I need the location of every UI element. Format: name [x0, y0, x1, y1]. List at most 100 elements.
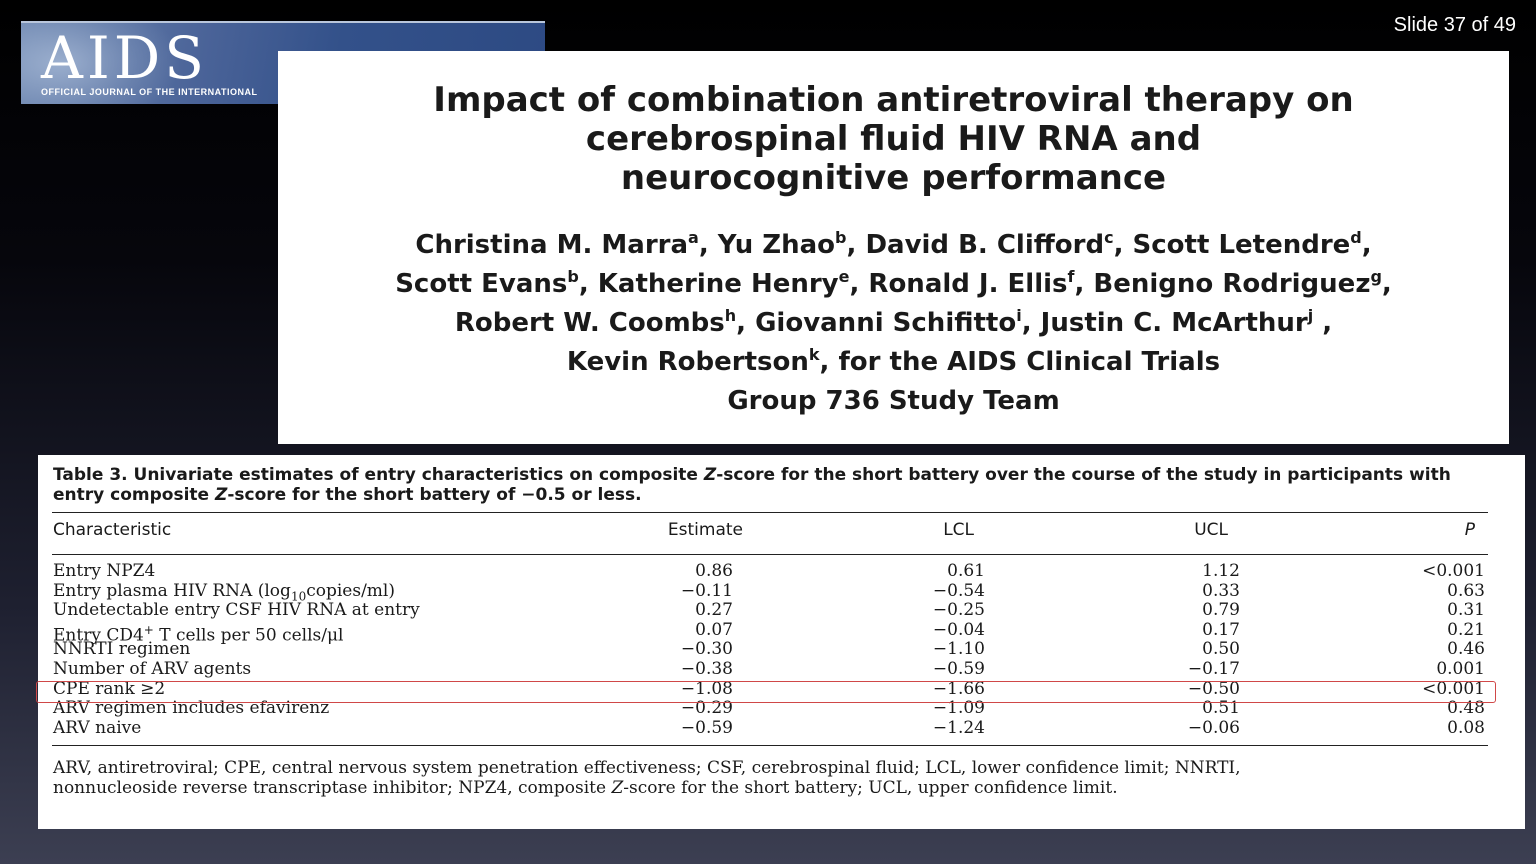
table-row: Entry plasma HIV RNA (log10copies/ml) −0.…: [38, 580, 1525, 603]
author-name: Scott Letendre: [1132, 230, 1351, 260]
cell-lcl: −1.66: [932, 678, 985, 699]
table-row: CPE rank ≥2 −1.08 −1.66 −0.50 <0.001: [38, 678, 1525, 700]
author-name: Giovanni Schifitto: [755, 308, 1017, 338]
cell-lcl: −0.59: [932, 658, 985, 679]
paper-title: Impact of combination antiretroviral the…: [344, 81, 1444, 198]
table-footnote-line: ARV, antiretroviral; CPE, central nervou…: [53, 758, 1241, 778]
table-row: Number of ARV agents −0.38 −0.59 −0.17 0.001: [38, 658, 1525, 680]
author-line: Kevin Robertsonk, for the AIDS Clinical …: [304, 343, 1484, 382]
cell-estimate: −1.08: [680, 678, 733, 699]
cell-characteristic: ARV naive: [53, 717, 142, 738]
cell-p: 0.63: [1447, 580, 1485, 601]
cell-lcl: 0.61: [947, 561, 985, 581]
author-separator: ,: [1113, 230, 1133, 260]
table-header-row: Characteristic Estimate LCL UCL P: [38, 520, 1525, 545]
header-lcl: LCL: [943, 520, 974, 540]
cell-characteristic: ARV regimen includes efavirenz: [53, 698, 330, 719]
slide-counter: Slide 37 of 49: [1393, 14, 1516, 36]
cell-estimate: −0.30: [680, 639, 733, 660]
header-ucl: UCL: [1194, 520, 1228, 540]
author-affiliation-mark: b: [835, 228, 847, 247]
subscript: 10: [290, 588, 307, 603]
journal-name: AIDS: [41, 24, 209, 92]
table-row: Entry NPZ4 0.86 0.61 1.12 <0.001: [38, 561, 1525, 582]
cell-lcl: −0.04: [932, 619, 985, 640]
author-group-line: Group 736 Study Team: [727, 386, 1060, 416]
author-separator: ,: [1381, 269, 1392, 299]
author-affiliation-mark: c: [1104, 228, 1114, 247]
cell-estimate: −0.29: [680, 698, 733, 719]
author-affiliation-mark: d: [1350, 228, 1362, 247]
cell-p: 0.46: [1447, 639, 1485, 660]
journal-tagline: OFFICIAL JOURNAL OF THE INTERNATIONAL: [41, 87, 258, 97]
author-name: Justin C. McArthur: [1040, 308, 1308, 338]
cell-characteristic: CPE rank ≥2: [53, 678, 166, 699]
table-row: ARV naive −0.59 −1.24 −0.06 0.08: [38, 717, 1525, 739]
cell-ucl: 1.12: [1202, 561, 1240, 581]
author-name: Scott Evans: [395, 269, 568, 299]
cell-characteristic: NNRTI regimen: [53, 639, 191, 660]
cell-ucl: 0.33: [1202, 580, 1240, 601]
header-characteristic: Characteristic: [53, 520, 172, 540]
author-line: Scott Evansb, Katherine Henrye, Ronald J…: [304, 265, 1484, 304]
table-footnote-line: nonnucleoside reverse transcriptase inhi…: [53, 778, 1118, 798]
author-name: Christina M. Marra: [415, 230, 689, 260]
cell-lcl: −1.09: [932, 698, 985, 719]
italic-z: Z: [703, 465, 717, 485]
author-affiliation-mark: k: [808, 345, 820, 364]
cell-lcl: −1.24: [932, 717, 985, 738]
table-footnote: ARV, antiretroviral; CPE, central nervou…: [53, 758, 1493, 798]
table-row: Undetectable entry CSF HIV RNA at entry 0…: [38, 601, 1525, 621]
cell-estimate: 0.07: [695, 619, 733, 640]
table-caption-line: Table 3. Univariate estimates of entry c…: [53, 465, 1451, 485]
author-affiliation-mark: a: [688, 228, 699, 247]
cell-lcl: −0.25: [932, 600, 985, 621]
cell-p: 0.08: [1447, 717, 1485, 738]
superscript: +: [143, 622, 154, 637]
highlight-box: [36, 681, 1496, 703]
paper-title-card: Impact of combination antiretroviral the…: [278, 51, 1509, 444]
author-affiliation-mark: h: [724, 306, 737, 325]
results-table-card: Table 3. Univariate estimates of entry c…: [36, 455, 1525, 829]
author-affiliation-mark: f: [1067, 267, 1075, 286]
table-header-rule: [52, 554, 1488, 555]
paper-title-line: cerebrospinal fluid HIV RNA and: [585, 119, 1202, 159]
cell-estimate: −0.11: [680, 580, 733, 601]
author-line: Christina M. Marraa, Yu Zhaob, David B. …: [304, 226, 1484, 265]
table-caption-line: entry composite Z-score for the short ba…: [53, 485, 642, 505]
author-separator: ,: [849, 269, 869, 299]
table-caption: Table 3. Univariate estimates of entry c…: [53, 465, 1503, 505]
header-estimate: Estimate: [667, 520, 743, 540]
author-separator: ,: [736, 308, 756, 338]
table-bottom-rule: [52, 745, 1488, 746]
author-affiliation-mark: i: [1016, 306, 1022, 325]
cell-ucl: 0.51: [1202, 698, 1240, 719]
paper-title-line: neurocognitive performance: [620, 158, 1167, 198]
cell-lcl: −1.10: [932, 639, 985, 660]
cell-characteristic: Undetectable entry CSF HIV RNA at entry: [53, 600, 420, 621]
cell-estimate: 0.86: [695, 561, 733, 581]
author-separator: ,: [846, 230, 866, 260]
cell-estimate: −0.59: [680, 717, 733, 738]
table-row: Entry CD4+ T cells per 50 cells/μl 0.07 −0…: [38, 619, 1525, 645]
cell-characteristic: Number of ARV agents: [53, 658, 252, 679]
cell-ucl: −0.06: [1187, 717, 1240, 738]
cell-estimate: 0.27: [695, 600, 733, 621]
author-group: for the AIDS Clinical Trials: [838, 347, 1221, 377]
author-name: Kevin Robertson: [566, 347, 809, 377]
cell-ucl: 0.17: [1202, 619, 1240, 640]
cell-ucl: −0.50: [1187, 678, 1240, 699]
table-body: Entry NPZ4 0.86 0.61 1.12 <0.001 Entry plasma…: [38, 561, 1525, 739]
author-affiliation-mark: g: [1370, 267, 1382, 286]
author-separator: ,: [698, 230, 718, 260]
cell-p: 0.48: [1447, 698, 1485, 719]
author-name: Katherine Henry: [597, 269, 839, 299]
table-row: ARV regimen includes efavirenz −0.29 −1.09…: [38, 699, 1525, 719]
italic-z: Z: [611, 778, 624, 798]
author-affiliation-mark: b: [567, 267, 579, 286]
author-name: Robert W. Coombs: [454, 308, 725, 338]
author-name: Ronald J. Ellis: [868, 269, 1068, 299]
author-affiliation-mark: j: [1307, 306, 1314, 325]
cell-characteristic: Entry plasma HIV RNA (log10copies/ml): [53, 580, 395, 603]
table-row: NNRTI regimen −0.30 −1.10 0.50 0.46: [38, 640, 1525, 660]
